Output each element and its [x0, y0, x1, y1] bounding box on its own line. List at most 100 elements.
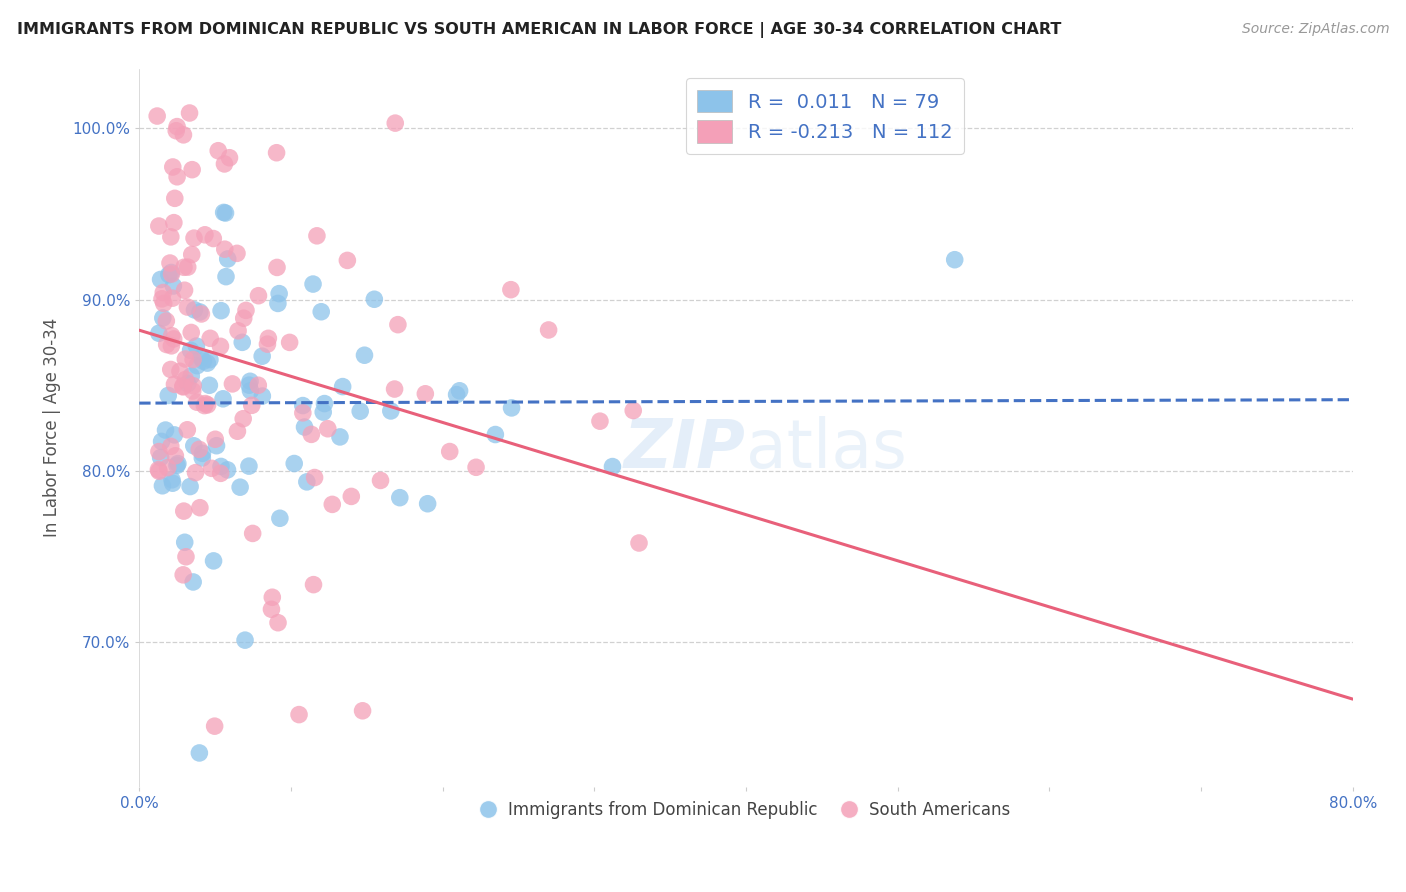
Point: [484, 427, 506, 442]
Point: [160, 439, 183, 453]
Point: [195, 356, 218, 370]
Point: [163, 377, 186, 392]
Point: [186, 359, 208, 373]
Point: [207, 144, 229, 158]
Point: [465, 460, 488, 475]
Point: [257, 331, 280, 345]
Point: [226, 424, 249, 438]
Point: [278, 335, 301, 350]
Point: [152, 285, 174, 300]
Point: [212, 205, 235, 219]
Point: [188, 442, 211, 457]
Point: [291, 406, 314, 420]
Point: [266, 145, 288, 160]
Point: [446, 387, 468, 401]
Point: [184, 466, 207, 480]
Point: [209, 303, 232, 318]
Point: [183, 439, 205, 453]
Point: [217, 463, 239, 477]
Point: [190, 307, 212, 321]
Point: [252, 389, 274, 403]
Point: [240, 398, 263, 412]
Point: [162, 476, 184, 491]
Point: [314, 396, 336, 410]
Legend: Immigrants from Dominican Republic, South Americans: Immigrants from Dominican Republic, Sout…: [475, 794, 1017, 826]
Point: [162, 279, 184, 293]
Point: [229, 480, 252, 494]
Point: [172, 567, 194, 582]
Point: [169, 364, 191, 378]
Text: IMMIGRANTS FROM DOMINICAN REPUBLIC VS SOUTH AMERICAN IN LABOR FORCE | AGE 30-34 : IMMIGRANTS FROM DOMINICAN REPUBLIC VS SO…: [17, 22, 1062, 38]
Point: [157, 268, 180, 282]
Point: [160, 473, 183, 487]
Point: [174, 372, 197, 386]
Point: [183, 231, 205, 245]
Point: [172, 128, 194, 142]
Point: [226, 246, 249, 260]
Point: [214, 206, 236, 220]
Point: [165, 449, 187, 463]
Point: [188, 500, 211, 515]
Point: [190, 351, 212, 365]
Point: [262, 591, 284, 605]
Point: [160, 230, 183, 244]
Point: [191, 450, 214, 465]
Point: [179, 479, 201, 493]
Point: [294, 420, 316, 434]
Point: [242, 526, 264, 541]
Point: [152, 479, 174, 493]
Point: [155, 423, 177, 437]
Point: [239, 384, 262, 398]
Point: [363, 292, 385, 306]
Point: [321, 497, 343, 511]
Point: [197, 398, 219, 412]
Point: [204, 432, 226, 446]
Point: [180, 368, 202, 383]
Point: [173, 260, 195, 275]
Point: [260, 602, 283, 616]
Point: [302, 277, 325, 291]
Point: [415, 386, 437, 401]
Point: [384, 116, 406, 130]
Point: [162, 291, 184, 305]
Point: [589, 414, 612, 428]
Point: [173, 283, 195, 297]
Point: [283, 457, 305, 471]
Text: ZIP: ZIP: [624, 417, 747, 483]
Point: [159, 362, 181, 376]
Point: [370, 474, 392, 488]
Point: [150, 292, 173, 306]
Point: [156, 337, 179, 351]
Point: [166, 120, 188, 134]
Point: [165, 124, 187, 138]
Point: [499, 283, 522, 297]
Point: [188, 305, 211, 319]
Point: [232, 311, 254, 326]
Point: [173, 535, 195, 549]
Point: [202, 554, 225, 568]
Point: [309, 304, 332, 318]
Point: [148, 219, 170, 233]
Point: [231, 335, 253, 350]
Point: [209, 467, 232, 481]
Point: [238, 378, 260, 392]
Point: [388, 491, 411, 505]
Point: [173, 504, 195, 518]
Point: [387, 318, 409, 332]
Point: [149, 450, 172, 465]
Point: [449, 384, 471, 398]
Point: [267, 615, 290, 630]
Point: [163, 216, 186, 230]
Point: [288, 707, 311, 722]
Point: [537, 323, 560, 337]
Point: [256, 337, 278, 351]
Point: [212, 392, 235, 406]
Point: [302, 577, 325, 591]
Point: [316, 422, 339, 436]
Point: [266, 260, 288, 275]
Point: [214, 157, 236, 171]
Point: [155, 314, 177, 328]
Point: [172, 379, 194, 393]
Point: [305, 228, 328, 243]
Point: [191, 446, 214, 460]
